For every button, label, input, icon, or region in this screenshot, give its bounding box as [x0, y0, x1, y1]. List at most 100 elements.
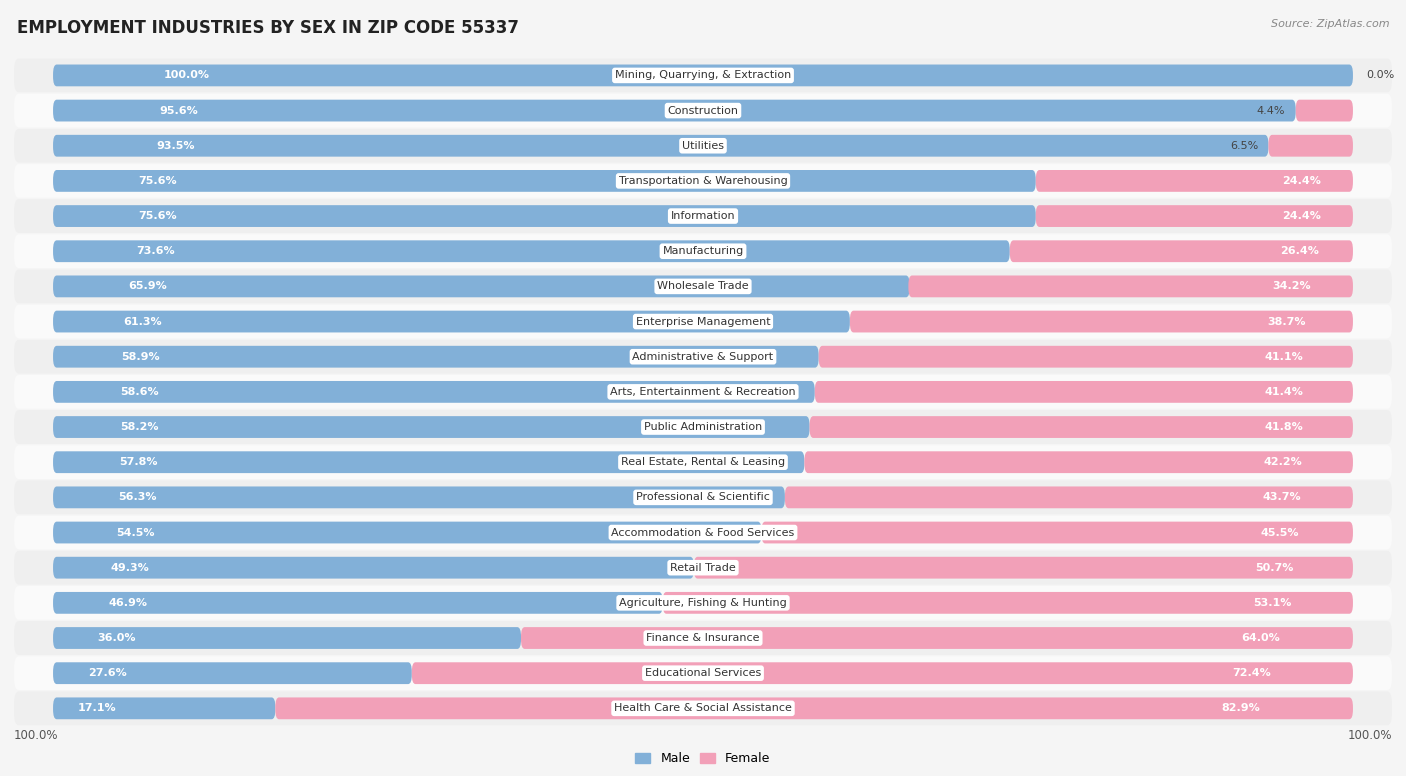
- Text: Utilities: Utilities: [682, 140, 724, 151]
- FancyBboxPatch shape: [53, 557, 695, 579]
- Text: EMPLOYMENT INDUSTRIES BY SEX IN ZIP CODE 55337: EMPLOYMENT INDUSTRIES BY SEX IN ZIP CODE…: [17, 19, 519, 37]
- FancyBboxPatch shape: [14, 516, 1392, 549]
- FancyBboxPatch shape: [14, 551, 1392, 584]
- FancyBboxPatch shape: [53, 662, 412, 684]
- FancyBboxPatch shape: [14, 164, 1392, 198]
- Text: Transportation & Warehousing: Transportation & Warehousing: [619, 176, 787, 186]
- Text: Arts, Entertainment & Recreation: Arts, Entertainment & Recreation: [610, 387, 796, 397]
- FancyBboxPatch shape: [1036, 205, 1353, 227]
- Text: 6.5%: 6.5%: [1230, 140, 1258, 151]
- Text: 75.6%: 75.6%: [138, 211, 177, 221]
- FancyBboxPatch shape: [53, 416, 810, 438]
- FancyBboxPatch shape: [1296, 99, 1353, 122]
- FancyBboxPatch shape: [14, 58, 1392, 92]
- FancyBboxPatch shape: [810, 416, 1353, 438]
- FancyBboxPatch shape: [53, 241, 1010, 262]
- Text: 58.2%: 58.2%: [120, 422, 159, 432]
- FancyBboxPatch shape: [14, 340, 1392, 373]
- Text: 75.6%: 75.6%: [138, 176, 177, 186]
- FancyBboxPatch shape: [53, 135, 1268, 157]
- FancyBboxPatch shape: [53, 99, 1296, 122]
- Text: 41.8%: 41.8%: [1264, 422, 1303, 432]
- FancyBboxPatch shape: [815, 381, 1353, 403]
- Text: 46.9%: 46.9%: [108, 598, 148, 608]
- Text: 61.3%: 61.3%: [124, 317, 162, 327]
- Text: Mining, Quarrying, & Extraction: Mining, Quarrying, & Extraction: [614, 71, 792, 81]
- FancyBboxPatch shape: [522, 627, 1353, 649]
- FancyBboxPatch shape: [14, 269, 1392, 303]
- Text: 93.5%: 93.5%: [157, 140, 195, 151]
- FancyBboxPatch shape: [14, 445, 1392, 479]
- FancyBboxPatch shape: [14, 375, 1392, 409]
- FancyBboxPatch shape: [14, 94, 1392, 127]
- FancyBboxPatch shape: [53, 698, 276, 719]
- Text: 27.6%: 27.6%: [89, 668, 127, 678]
- Text: 100.0%: 100.0%: [163, 71, 209, 81]
- FancyBboxPatch shape: [14, 199, 1392, 233]
- FancyBboxPatch shape: [849, 310, 1353, 332]
- FancyBboxPatch shape: [14, 656, 1392, 690]
- FancyBboxPatch shape: [695, 557, 1353, 579]
- Text: Professional & Scientific: Professional & Scientific: [636, 492, 770, 502]
- FancyBboxPatch shape: [53, 346, 818, 368]
- Text: 100.0%: 100.0%: [1347, 729, 1392, 742]
- Legend: Male, Female: Male, Female: [630, 747, 776, 771]
- Text: Administrative & Support: Administrative & Support: [633, 352, 773, 362]
- Text: Enterprise Management: Enterprise Management: [636, 317, 770, 327]
- FancyBboxPatch shape: [762, 521, 1353, 543]
- Text: 58.9%: 58.9%: [121, 352, 159, 362]
- Text: Manufacturing: Manufacturing: [662, 246, 744, 256]
- FancyBboxPatch shape: [412, 662, 1353, 684]
- Text: 41.4%: 41.4%: [1264, 387, 1303, 397]
- FancyBboxPatch shape: [14, 586, 1392, 620]
- Text: 53.1%: 53.1%: [1253, 598, 1291, 608]
- Text: 17.1%: 17.1%: [77, 703, 115, 713]
- FancyBboxPatch shape: [14, 691, 1392, 726]
- FancyBboxPatch shape: [14, 480, 1392, 514]
- FancyBboxPatch shape: [908, 275, 1353, 297]
- Text: 34.2%: 34.2%: [1272, 282, 1310, 292]
- Text: Retail Trade: Retail Trade: [671, 563, 735, 573]
- FancyBboxPatch shape: [14, 305, 1392, 338]
- Text: 24.4%: 24.4%: [1282, 176, 1322, 186]
- Text: Real Estate, Rental & Leasing: Real Estate, Rental & Leasing: [621, 457, 785, 467]
- FancyBboxPatch shape: [785, 487, 1353, 508]
- FancyBboxPatch shape: [662, 592, 1353, 614]
- Text: 73.6%: 73.6%: [136, 246, 174, 256]
- Text: 65.9%: 65.9%: [128, 282, 167, 292]
- Text: 42.2%: 42.2%: [1264, 457, 1302, 467]
- FancyBboxPatch shape: [53, 627, 522, 649]
- Text: 57.8%: 57.8%: [120, 457, 157, 467]
- Text: 41.1%: 41.1%: [1265, 352, 1303, 362]
- FancyBboxPatch shape: [14, 234, 1392, 268]
- Text: 72.4%: 72.4%: [1233, 668, 1271, 678]
- Text: Finance & Insurance: Finance & Insurance: [647, 633, 759, 643]
- FancyBboxPatch shape: [276, 698, 1353, 719]
- Text: Public Administration: Public Administration: [644, 422, 762, 432]
- FancyBboxPatch shape: [53, 452, 804, 473]
- Text: 56.3%: 56.3%: [118, 492, 156, 502]
- Text: 82.9%: 82.9%: [1222, 703, 1260, 713]
- FancyBboxPatch shape: [53, 381, 815, 403]
- FancyBboxPatch shape: [818, 346, 1353, 368]
- Text: 0.0%: 0.0%: [1367, 71, 1395, 81]
- Text: 49.3%: 49.3%: [111, 563, 149, 573]
- Text: Accommodation & Food Services: Accommodation & Food Services: [612, 528, 794, 538]
- FancyBboxPatch shape: [14, 621, 1392, 655]
- FancyBboxPatch shape: [53, 275, 910, 297]
- Text: Information: Information: [671, 211, 735, 221]
- Text: 58.6%: 58.6%: [121, 387, 159, 397]
- Text: Health Care & Social Assistance: Health Care & Social Assistance: [614, 703, 792, 713]
- Text: 4.4%: 4.4%: [1257, 106, 1285, 116]
- FancyBboxPatch shape: [53, 170, 1036, 192]
- FancyBboxPatch shape: [1036, 170, 1353, 192]
- FancyBboxPatch shape: [804, 452, 1353, 473]
- FancyBboxPatch shape: [53, 205, 1036, 227]
- Text: 100.0%: 100.0%: [14, 729, 59, 742]
- FancyBboxPatch shape: [1010, 241, 1353, 262]
- FancyBboxPatch shape: [53, 64, 1353, 86]
- Text: 26.4%: 26.4%: [1279, 246, 1319, 256]
- FancyBboxPatch shape: [1268, 135, 1353, 157]
- Text: Wholesale Trade: Wholesale Trade: [657, 282, 749, 292]
- Text: 36.0%: 36.0%: [97, 633, 135, 643]
